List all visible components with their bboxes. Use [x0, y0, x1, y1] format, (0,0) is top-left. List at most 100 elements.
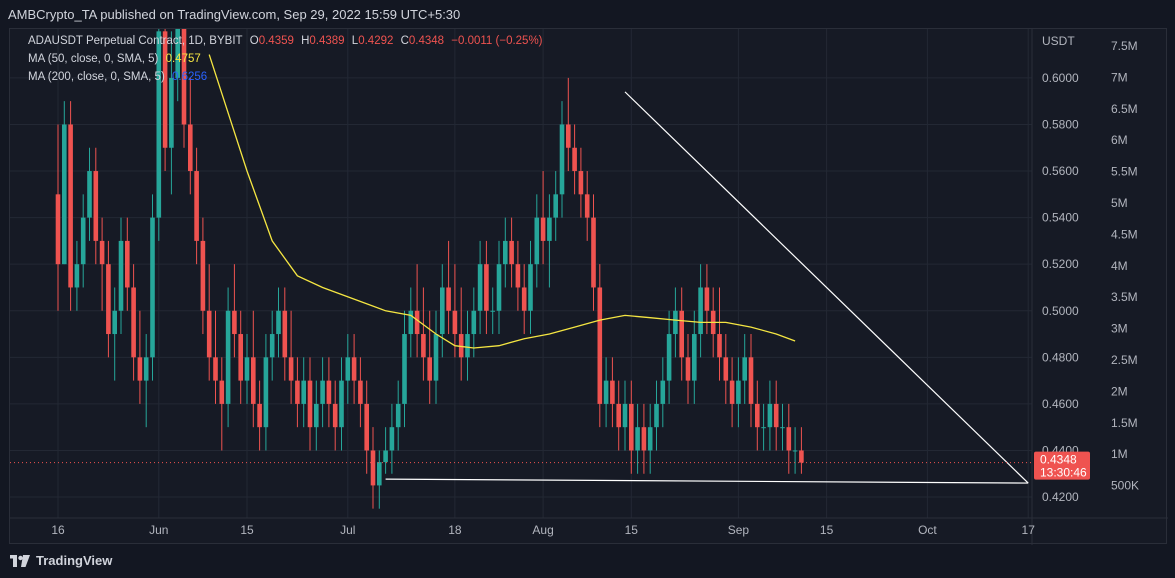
time-tick: 15 [240, 523, 254, 537]
time-tick: 15 [625, 523, 639, 537]
candle-body [383, 450, 388, 463]
candle-body [503, 240, 508, 265]
countdown-value: 13:30:46 [1040, 466, 1087, 480]
candle-body [219, 380, 225, 404]
candle-body [55, 194, 61, 265]
candle-body [792, 450, 798, 452]
candle-body [137, 357, 143, 381]
candle-body [761, 427, 766, 429]
candle-body [704, 287, 710, 311]
price-tick: 0.4600 [1042, 397, 1079, 411]
ma50-legend[interactable]: MA (50, close, 0, SMA, 5) 0.4757 [28, 53, 205, 65]
price-chart[interactable]: USDT 0.6000 0.5800 0.5600 0.5400 0.5200 0.5000… [10, 29, 1168, 545]
chart-area[interactable]: USDT 0.6000 0.5800 0.5600 0.5400 0.5200 0.5000… [9, 28, 1168, 567]
ma200-value: 0.6256 [171, 71, 208, 83]
candle-body [358, 380, 363, 404]
time-tick: 18 [448, 523, 462, 537]
price-tick: 0.5200 [1042, 257, 1079, 271]
candle-body [452, 310, 458, 335]
symbol-label[interactable]: ADAUSDT Perpetual Contract, 1D, BYBIT [28, 35, 243, 47]
candle-body [736, 380, 741, 404]
volume-tick: 500K [1111, 479, 1139, 493]
candle-body [786, 427, 792, 451]
time-tick: Sep [728, 523, 750, 537]
candle-body [421, 334, 426, 358]
candle-body [578, 171, 584, 195]
volume-tick: 6.5M [1111, 102, 1138, 116]
candle-body [402, 334, 407, 404]
candle-body [345, 357, 351, 381]
candle-body [301, 380, 306, 404]
candle-body [238, 334, 243, 381]
candle-body [465, 334, 470, 358]
candle-body [93, 171, 99, 241]
candle-body [427, 357, 432, 381]
volume-tick: 4M [1111, 259, 1128, 273]
candle-body [395, 403, 401, 428]
time-tick: 17 [1022, 523, 1036, 537]
candle-body [326, 380, 332, 404]
candle-body [572, 147, 577, 172]
candle-body [566, 124, 571, 148]
volume-tick: 3.5M [1111, 290, 1138, 304]
publish-info: AMBCrypto_TA published on TradingView.co… [8, 7, 461, 22]
candle-body [112, 310, 117, 335]
candle-body [175, 29, 180, 78]
volume-tick: 7M [1111, 70, 1128, 84]
candle-body [251, 357, 256, 404]
candle-body [584, 194, 590, 218]
volume-tick: 5.5M [1111, 165, 1138, 179]
high-label: H0.4389 [301, 35, 345, 47]
candle-body [597, 287, 603, 404]
last-price-value: 0.4348 [1040, 453, 1077, 467]
candle-body [654, 403, 659, 428]
volume-tick: 2.5M [1111, 353, 1138, 367]
candle-body [540, 217, 546, 241]
candle-body [99, 240, 105, 265]
candle-body [332, 403, 338, 428]
brand-name: TradingView [36, 553, 113, 568]
candle-body [559, 124, 565, 195]
candle-body [692, 334, 697, 381]
candle-body [282, 310, 288, 358]
candle-body [660, 380, 666, 404]
candle-body [603, 380, 609, 404]
ma200-legend[interactable]: MA (200, close, 0, SMA, 5) 0.6256 [28, 71, 211, 83]
candle-body [269, 334, 275, 358]
candle-body [496, 264, 502, 311]
candle-body [748, 357, 754, 404]
candle-body [125, 240, 130, 288]
candle-body [534, 217, 540, 265]
candle-body [641, 427, 647, 451]
candle-body [471, 310, 477, 335]
candle-body [433, 334, 439, 381]
volume-tick: 7.5M [1111, 39, 1138, 53]
candle-body [521, 287, 527, 311]
candle-body [288, 357, 294, 381]
candle-body [458, 334, 464, 358]
time-tick: Jul [340, 523, 355, 537]
candle-body [188, 124, 193, 172]
candle-body [414, 310, 420, 335]
price-tick: 0.5800 [1042, 117, 1079, 131]
candle-body [225, 310, 231, 404]
candle-body [314, 403, 319, 428]
candle-body [169, 77, 174, 148]
horizontal-support-line [385, 478, 1029, 484]
low-label: L0.4292 [351, 35, 394, 47]
candle-body [673, 310, 678, 335]
time-tick: Aug [532, 523, 553, 537]
footer: TradingView [0, 545, 1175, 578]
tradingview-logo[interactable]: TradingView [10, 553, 112, 568]
candle-body [131, 287, 136, 358]
time-tick: 16 [51, 523, 65, 537]
candle-body [717, 334, 722, 358]
candle-body [68, 124, 73, 288]
candle-body [74, 264, 80, 288]
candle-body [408, 310, 414, 335]
ma50-value: 0.4757 [165, 53, 201, 65]
price-tick: 0.5000 [1042, 304, 1079, 318]
close-label: C0.4348 [400, 35, 445, 47]
descending-resistance-line [624, 91, 1029, 484]
candle-body [767, 403, 773, 428]
